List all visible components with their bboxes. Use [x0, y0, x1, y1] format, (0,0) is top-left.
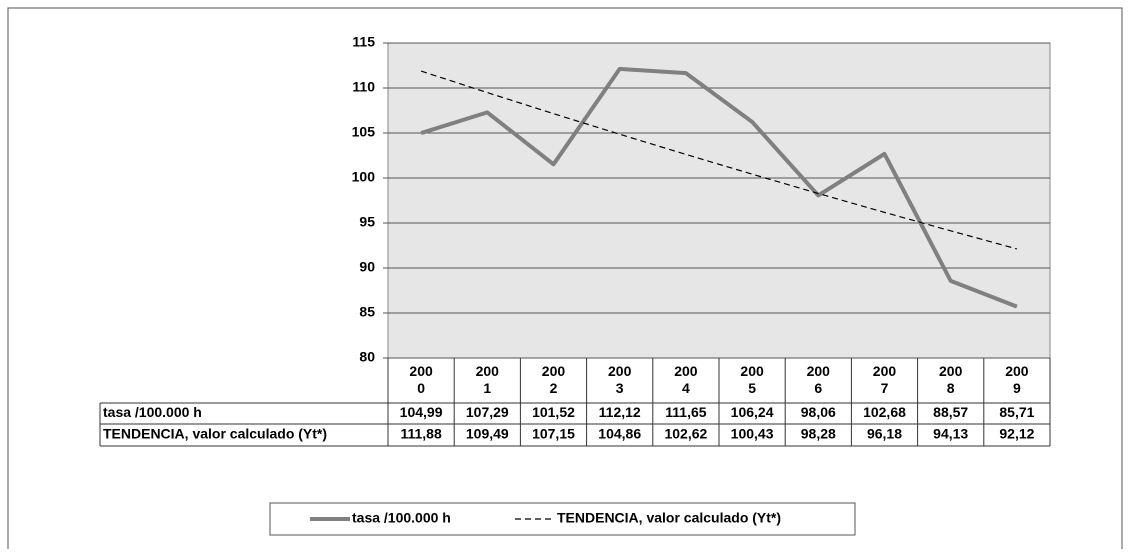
legend-label: TENDENCIA, valor calculado (Yt*) — [557, 510, 781, 526]
table-cell: 98,06 — [801, 404, 836, 420]
x-tick-label-box: 2008 — [939, 363, 963, 396]
table-cell: 92,12 — [999, 426, 1034, 442]
legend-box — [269, 502, 856, 536]
x-tick-label: 2008 — [939, 363, 963, 396]
x-tick-label: 2002 — [541, 363, 566, 396]
y-tick-label: 95 — [359, 214, 375, 230]
x-tick-label-box: 2000 — [409, 363, 433, 396]
table-cell: 107,15 — [532, 426, 575, 442]
table-cell: 111,65 — [665, 404, 706, 420]
table-row-header: TENDENCIA, valor calculado (Yt*) — [103, 426, 327, 442]
series-line — [420, 66, 1018, 309]
series-line — [420, 70, 1018, 250]
x-tick-label-box: 2001 — [475, 363, 499, 396]
y-tick-label: 85 — [359, 304, 375, 320]
x-tick-label-box: 2002 — [541, 363, 566, 396]
x-tick-label: 2007 — [872, 363, 897, 396]
table-cell: 112,12 — [599, 404, 641, 420]
x-tick-label-box: 2005 — [740, 363, 764, 396]
x-tick-label: 2009 — [1005, 363, 1029, 396]
table-cell: 101,52 — [532, 404, 575, 420]
table-cell: 111,88 — [400, 426, 441, 442]
x-tick-label: 2001 — [475, 363, 499, 396]
x-tick-label: 2000 — [409, 363, 433, 396]
x-tick-label: 2003 — [608, 363, 632, 396]
x-tick-label: 2006 — [806, 363, 830, 396]
y-tick-label: 80 — [359, 349, 375, 365]
x-tick-label-box: 2004 — [674, 363, 698, 396]
x-tick-label-box: 2003 — [608, 363, 632, 396]
table-cell: 104,86 — [598, 426, 641, 442]
x-tick-label-box: 2007 — [872, 363, 897, 396]
y-tick-label: 105 — [352, 124, 376, 140]
table-cell: 106,24 — [731, 404, 774, 420]
table-cell: 98,28 — [801, 426, 836, 442]
table-cell: 94,13 — [933, 426, 968, 442]
table-cell: 102,68 — [863, 404, 906, 420]
table-cell: 102,62 — [664, 426, 707, 442]
table-cell: 104,99 — [400, 404, 443, 420]
table-cell: 107,29 — [466, 404, 509, 420]
table-cell: 96,18 — [867, 426, 902, 442]
table-cell: 109,49 — [466, 426, 509, 442]
x-tick-label: 2005 — [740, 363, 764, 396]
x-tick-label-box: 2009 — [1005, 363, 1029, 396]
plot-area — [387, 42, 1051, 359]
x-tick-label: 2004 — [674, 363, 698, 396]
table-cell: 100,43 — [731, 426, 774, 442]
legend-label: tasa /100.000 h — [352, 510, 451, 526]
table-row-header: tasa /100.000 h — [103, 404, 202, 420]
y-tick-label: 110 — [352, 79, 375, 95]
table-cell: 85,71 — [999, 404, 1034, 420]
y-tick-label: 90 — [359, 259, 375, 275]
y-tick-label: 100 — [352, 169, 376, 185]
table-cell: 88,57 — [933, 404, 968, 420]
x-tick-label-box: 2006 — [806, 363, 830, 396]
y-tick-label: 115 — [352, 34, 375, 50]
